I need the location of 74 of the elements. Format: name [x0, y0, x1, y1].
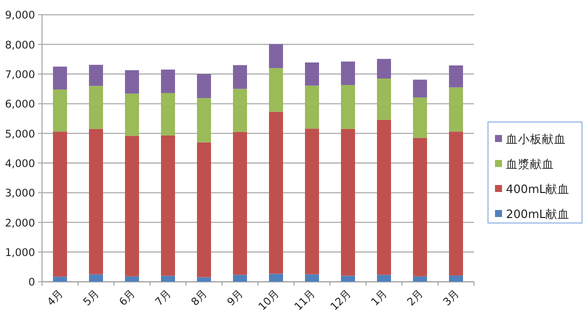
x-tick-label: 1月	[369, 287, 390, 308]
bar	[304, 128, 320, 274]
x-tick-label: 3月	[441, 287, 462, 308]
y-tick-label: 3,000	[4, 188, 35, 200]
bar	[412, 80, 428, 98]
x-tick-label: 12月	[328, 287, 354, 314]
x-tick-label: 11月	[292, 287, 318, 314]
legend-label: 200mL献血	[506, 207, 570, 221]
bar	[160, 276, 176, 282]
y-tick-label: 2,000	[4, 217, 35, 230]
bar	[304, 86, 320, 129]
bar	[376, 274, 392, 282]
y-tick-label: 9,000	[4, 10, 35, 22]
bar	[340, 128, 356, 276]
bar	[340, 85, 356, 129]
bar	[160, 93, 176, 136]
y-tick-label: 8,000	[4, 39, 35, 52]
bar	[412, 97, 428, 138]
bar	[412, 276, 428, 282]
x-tick-label: 4月	[45, 287, 66, 308]
x-tick-label: 6月	[117, 287, 138, 308]
bar	[88, 64, 104, 86]
bar	[232, 274, 248, 282]
bar	[124, 94, 140, 136]
bar	[196, 142, 212, 278]
bar	[376, 58, 392, 78]
bar	[52, 66, 68, 90]
bar	[304, 274, 320, 282]
x-tick-label: 8月	[189, 287, 210, 308]
bar	[268, 274, 284, 282]
bar	[196, 277, 212, 282]
bar	[232, 132, 248, 275]
bar	[412, 138, 428, 276]
bar	[124, 70, 140, 94]
y-tick-label: 6,000	[4, 98, 35, 111]
x-tick-label: 10月	[256, 287, 282, 314]
bar	[304, 62, 320, 86]
bar	[340, 62, 356, 86]
bar	[340, 276, 356, 282]
y-tick-label: 0	[28, 276, 35, 289]
bar	[448, 65, 464, 88]
bar	[88, 274, 104, 282]
bar	[52, 89, 68, 132]
bar	[88, 128, 104, 274]
bar	[160, 70, 176, 94]
y-tick-label: 1,000	[4, 247, 35, 260]
legend-label: 血漿献血	[506, 157, 554, 171]
y-tick-label: 5,000	[4, 128, 35, 140]
x-tick-label: 5月	[81, 287, 102, 308]
x-tick-label: 7月	[153, 287, 174, 308]
bar	[196, 74, 212, 98]
bar	[268, 68, 284, 112]
bar	[196, 98, 212, 142]
bar	[448, 132, 464, 276]
bar	[124, 136, 140, 276]
bar	[376, 78, 392, 120]
bar	[124, 276, 140, 282]
y-tick-label: 4,000	[4, 158, 35, 170]
x-tick-label: 2月	[405, 287, 426, 308]
bar	[232, 88, 248, 132]
bar	[268, 112, 284, 274]
legend-label: 400mL献血	[506, 182, 570, 196]
bar	[376, 120, 392, 275]
bar	[160, 135, 176, 276]
bar	[88, 86, 104, 129]
bar	[52, 132, 68, 277]
bar	[52, 276, 68, 282]
bar	[448, 275, 464, 282]
y-tick-label: 7,000	[4, 69, 35, 82]
legend-label: 血小板献血	[506, 132, 566, 146]
bar	[448, 87, 464, 132]
bar	[232, 65, 248, 89]
x-tick-label: 9月	[225, 287, 246, 308]
bar	[268, 44, 284, 68]
